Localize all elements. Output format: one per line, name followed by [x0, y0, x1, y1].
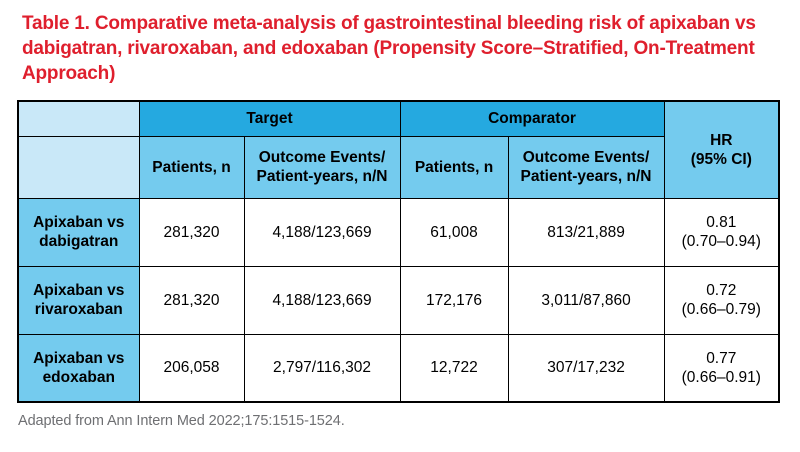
hr-cell: 0.81 (0.70–0.94)	[663, 197, 780, 267]
row-header-line-2: rivaroxaban	[34, 301, 123, 318]
hr-header-line-1: HR	[710, 131, 733, 149]
target-group-header: Target	[138, 100, 401, 137]
target-outcome-cell: 2,797/116,302	[243, 333, 401, 403]
row-header-line-2: edoxaban	[42, 368, 115, 386]
target-outcome-cell: 4,188/123,669	[243, 197, 401, 267]
table-container: Target Comparator HR (95% CI) Patients, …	[17, 100, 781, 403]
row-header-line-1: Apixaban vs	[33, 349, 125, 367]
table-row-apixaban-vs-rivaroxaban: Apixaban vs rivaroxaban 281,320 4,188/12…	[17, 265, 780, 335]
hr-ci: (0.66–0.91)	[681, 368, 761, 386]
row-header: Apixaban vs dabigatran	[17, 197, 140, 267]
comparator-outcome-header-line-1: Outcome Events/	[522, 149, 650, 166]
hr-cell: 0.77 (0.66–0.91)	[663, 333, 780, 403]
source-footnote: Adapted from Ann Intern Med 2022;175:151…	[18, 413, 345, 429]
target-outcome-header-line-2: Patient-years, n/N	[256, 168, 388, 185]
group-header-row: Target Comparator HR (95% CI)	[17, 100, 780, 199]
comparator-group-header: Comparator	[399, 100, 665, 137]
hr-value: 0.77	[706, 349, 737, 367]
target-patients-cell: 281,320	[138, 197, 245, 267]
hr-header: HR (95% CI)	[663, 100, 780, 199]
page-title-line-2: dabigatran, rivaroxaban, and edoxaban (P…	[22, 38, 755, 59]
target-patients-cell: 206,058	[138, 333, 245, 403]
hr-value: 0.81	[706, 214, 737, 231]
table-row-apixaban-vs-dabigatran: Apixaban vs dabigatran 281,320 4,188/123…	[17, 197, 780, 267]
hr-header-line-2: (95% CI)	[690, 150, 752, 168]
comparator-outcome-cell: 3,011/87,860	[507, 265, 665, 335]
page-title: Table 1. Comparative meta-analysis of ga…	[22, 11, 782, 86]
target-patients-cell: 281,320	[138, 265, 245, 335]
target-patients-header: Patients, n	[138, 135, 245, 199]
sub-header-row: Patients, n Outcome Events/ Patient-year…	[17, 135, 779, 199]
comparator-outcome-header: Outcome Events/ Patient-years, n/N	[507, 135, 665, 199]
comparator-patients-header: Patients, n	[399, 135, 509, 199]
comparator-patients-cell: 61,008	[399, 197, 509, 267]
hr-cell: 0.72 (0.66–0.79)	[663, 265, 780, 335]
page-title-line-1: Table 1. Comparative meta-analysis of ga…	[22, 13, 756, 34]
row-header-line-2: dabigatran	[39, 233, 119, 250]
target-outcome-header: Outcome Events/ Patient-years, n/N	[243, 135, 401, 199]
comparator-outcome-header-line-2: Patient-years, n/N	[520, 168, 652, 185]
page-title-line-3: Approach)	[22, 63, 116, 84]
hr-ci: (0.66–0.79)	[681, 301, 761, 318]
target-outcome-cell: 4,188/123,669	[243, 265, 401, 335]
hr-value: 0.72	[706, 282, 737, 299]
comparator-outcome-cell: 307/17,232	[507, 333, 665, 403]
target-outcome-header-line-1: Outcome Events/	[258, 149, 386, 166]
corner-cell-bottom	[17, 135, 140, 199]
corner-cell-top	[17, 100, 140, 137]
comparator-outcome-cell: 813/21,889	[507, 197, 665, 267]
row-header-line-1: Apixaban vs	[33, 214, 125, 231]
table-row-apixaban-vs-edoxaban: Apixaban vs edoxaban 206,058 2,797/116,3…	[17, 333, 780, 403]
comparator-patients-cell: 12,722	[399, 333, 509, 403]
comparator-patients-cell: 172,176	[399, 265, 509, 335]
meta-analysis-table: Target Comparator HR (95% CI) Patients, …	[17, 100, 781, 403]
row-header: Apixaban vs edoxaban	[17, 333, 140, 403]
row-header: Apixaban vs rivaroxaban	[17, 265, 140, 335]
hr-ci: (0.70–0.94)	[681, 233, 761, 250]
row-header-line-1: Apixaban vs	[33, 282, 125, 299]
